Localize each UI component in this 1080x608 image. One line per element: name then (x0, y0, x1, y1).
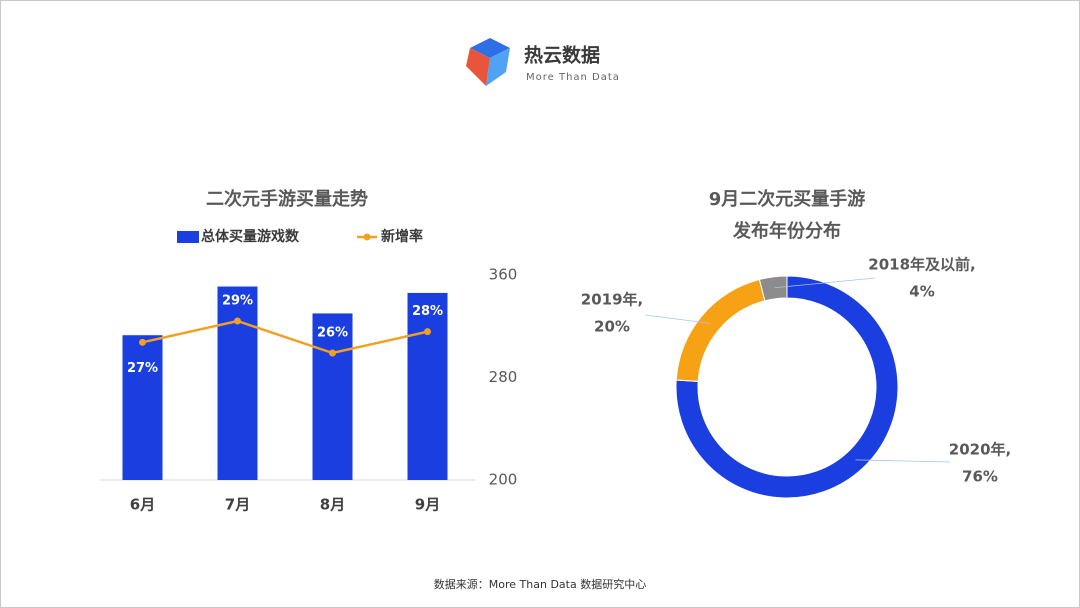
rate-line (142, 319, 428, 355)
bar (312, 313, 353, 480)
rate-marker (329, 349, 336, 357)
x-tick-label: 8月 (320, 496, 345, 514)
donut-segment (758, 275, 788, 302)
legend-marker (363, 233, 371, 241)
leader-line (774, 277, 876, 289)
chart-title: 9月二次元买量手游 (709, 188, 866, 210)
data-label: 26% (317, 326, 348, 341)
slice-label: 2020年, (949, 441, 1011, 459)
x-tick-label: 9月 (415, 496, 440, 514)
leader-line (644, 314, 710, 324)
slice-label: 2018年及以前, (868, 256, 975, 274)
data-label: 28% (412, 304, 443, 319)
data-label: 29% (222, 294, 253, 309)
logo-icon (466, 38, 510, 86)
slice-label: 2019年, (581, 291, 643, 309)
donut-segment (675, 275, 899, 499)
bar (122, 335, 163, 480)
bar (217, 286, 258, 480)
data-label: 27% (127, 361, 158, 376)
legend-label: 总体买量游戏数 (201, 228, 300, 245)
legend-swatch (177, 231, 199, 243)
y2-tick-label: 360 (489, 266, 518, 284)
source-note: 数据来源：More Than Data 数据研究中心 (434, 577, 646, 591)
rate-marker (424, 328, 431, 336)
legend-label: 新增率 (381, 228, 423, 245)
x-tick-label: 7月 (225, 496, 250, 514)
slice-value: 20% (594, 318, 630, 336)
y2-tick-label: 280 (489, 368, 518, 386)
slice-value: 4% (909, 283, 934, 301)
bar (407, 292, 448, 480)
chart-title: 二次元手游买量走势 (206, 188, 368, 210)
chart-subtitle: 发布年份分布 (732, 220, 841, 242)
y2-tick-label: 200 (489, 471, 518, 489)
leader-line (855, 459, 951, 463)
slice-value: 76% (962, 468, 998, 486)
rate-marker (234, 317, 241, 325)
logo-text: 热云数据 (524, 44, 600, 67)
logo-subtext: More Than Data (526, 72, 620, 83)
rate-marker (139, 338, 146, 346)
x-tick-label: 6月 (130, 496, 155, 514)
